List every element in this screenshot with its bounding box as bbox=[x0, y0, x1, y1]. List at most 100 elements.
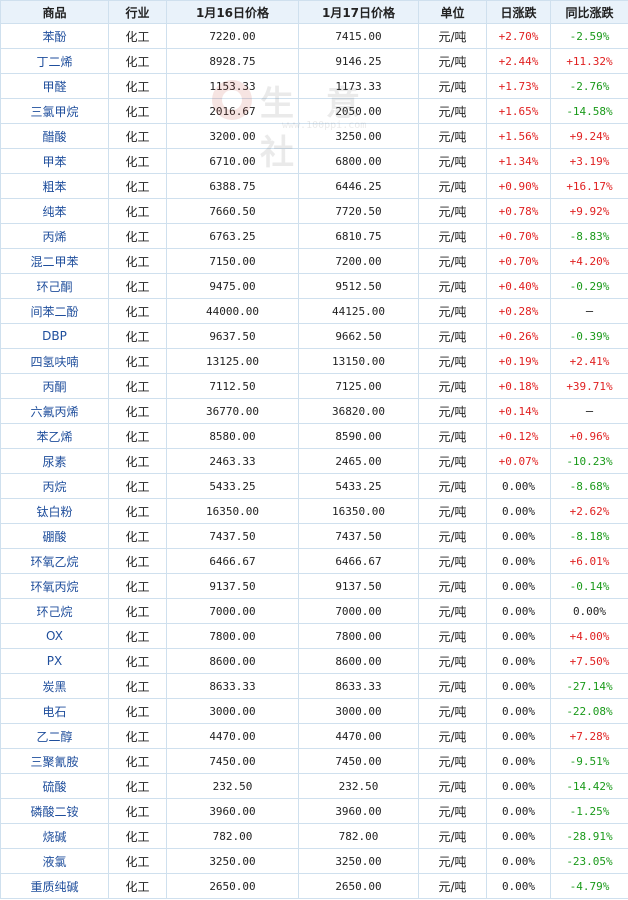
product-name-link[interactable]: DBP bbox=[0, 323, 109, 349]
unit-cell: 元/吨 bbox=[418, 198, 487, 224]
product-name-link[interactable]: 乙二醇 bbox=[0, 723, 109, 749]
daily-change-cell: 0.00% bbox=[486, 573, 551, 599]
daily-change-cell: +0.19% bbox=[486, 348, 551, 374]
table-row: 环己烷 化工 7000.00 7000.00 元/吨 0.00% 0.00% bbox=[0, 598, 628, 624]
price-jan16-cell: 782.00 bbox=[166, 823, 299, 849]
product-name-link[interactable]: 醋酸 bbox=[0, 123, 109, 149]
industry-cell: 化工 bbox=[108, 98, 167, 124]
product-name-link[interactable]: 液氯 bbox=[0, 848, 109, 874]
unit-cell: 元/吨 bbox=[418, 223, 487, 249]
price-jan16-cell: 8600.00 bbox=[166, 648, 299, 674]
price-jan17-cell: 6446.25 bbox=[298, 173, 419, 199]
price-jan17-cell: 4470.00 bbox=[298, 723, 419, 749]
product-name-link[interactable]: 重质纯碱 bbox=[0, 873, 109, 899]
product-name-link[interactable]: 丙酮 bbox=[0, 373, 109, 399]
header-yoy-change: 同比涨跌 bbox=[550, 0, 628, 24]
yoy-change-cell: +3.19% bbox=[550, 148, 628, 174]
product-name-link[interactable]: 苯乙烯 bbox=[0, 423, 109, 449]
product-name-link[interactable]: 炭黑 bbox=[0, 673, 109, 699]
yoy-change-cell: +7.50% bbox=[550, 648, 628, 674]
product-name-link[interactable]: 环己烷 bbox=[0, 598, 109, 624]
yoy-change-cell: +11.32% bbox=[550, 48, 628, 74]
product-name-link[interactable]: 三氯甲烷 bbox=[0, 98, 109, 124]
product-name-link[interactable]: 硼酸 bbox=[0, 523, 109, 549]
header-price-jan16: 1月16日价格 bbox=[166, 0, 299, 24]
table-row: 纯苯 化工 7660.50 7720.50 元/吨 +0.78% +9.92% bbox=[0, 198, 628, 224]
daily-change-cell: +1.65% bbox=[486, 98, 551, 124]
industry-cell: 化工 bbox=[108, 873, 167, 899]
yoy-change-cell: -2.76% bbox=[550, 73, 628, 99]
price-jan17-cell: 44125.00 bbox=[298, 298, 419, 324]
product-name-link[interactable]: 硫酸 bbox=[0, 773, 109, 799]
product-name-link[interactable]: 粗苯 bbox=[0, 173, 109, 199]
yoy-change-cell: -2.59% bbox=[550, 23, 628, 49]
industry-cell: 化工 bbox=[108, 448, 167, 474]
price-jan17-cell: 9146.25 bbox=[298, 48, 419, 74]
table-row: 磷酸二铵 化工 3960.00 3960.00 元/吨 0.00% -1.25% bbox=[0, 798, 628, 824]
price-jan17-cell: 2650.00 bbox=[298, 873, 419, 899]
table-row: 甲苯 化工 6710.00 6800.00 元/吨 +1.34% +3.19% bbox=[0, 148, 628, 174]
price-jan17-cell: 8633.33 bbox=[298, 673, 419, 699]
industry-cell: 化工 bbox=[108, 798, 167, 824]
product-name-link[interactable]: 混二甲苯 bbox=[0, 248, 109, 274]
header-daily-change: 日涨跌 bbox=[486, 0, 551, 24]
unit-cell: 元/吨 bbox=[418, 373, 487, 399]
product-name-link[interactable]: 烧碱 bbox=[0, 823, 109, 849]
product-name-link[interactable]: 苯酚 bbox=[0, 23, 109, 49]
price-jan17-cell: 1173.33 bbox=[298, 73, 419, 99]
product-name-link[interactable]: 丙烷 bbox=[0, 473, 109, 499]
table-header-row: 商品 行业 1月16日价格 1月17日价格 单位 日涨跌 同比涨跌 bbox=[0, 0, 628, 24]
yoy-change-cell: -10.23% bbox=[550, 448, 628, 474]
product-name-link[interactable]: 丁二烯 bbox=[0, 48, 109, 74]
industry-cell: 化工 bbox=[108, 823, 167, 849]
product-name-link[interactable]: 环己酮 bbox=[0, 273, 109, 299]
product-name-link[interactable]: 间苯二酚 bbox=[0, 298, 109, 324]
product-name-link[interactable]: 甲醛 bbox=[0, 73, 109, 99]
product-name-link[interactable]: OX bbox=[0, 623, 109, 649]
industry-cell: 化工 bbox=[108, 748, 167, 774]
price-jan17-cell: 7450.00 bbox=[298, 748, 419, 774]
daily-change-cell: 0.00% bbox=[486, 548, 551, 574]
price-jan17-cell: 8600.00 bbox=[298, 648, 419, 674]
product-name-link[interactable]: 环氧丙烷 bbox=[0, 573, 109, 599]
product-name-link[interactable]: 丙烯 bbox=[0, 223, 109, 249]
product-name-link[interactable]: 磷酸二铵 bbox=[0, 798, 109, 824]
unit-cell: 元/吨 bbox=[418, 823, 487, 849]
price-jan17-cell: 782.00 bbox=[298, 823, 419, 849]
product-name-link[interactable]: PX bbox=[0, 648, 109, 674]
daily-change-cell: +1.56% bbox=[486, 123, 551, 149]
product-name-link[interactable]: 尿素 bbox=[0, 448, 109, 474]
yoy-change-cell: -0.29% bbox=[550, 273, 628, 299]
table-row: 间苯二酚 化工 44000.00 44125.00 元/吨 +0.28% — bbox=[0, 298, 628, 324]
unit-cell: 元/吨 bbox=[418, 848, 487, 874]
price-jan17-cell: 7415.00 bbox=[298, 23, 419, 49]
yoy-change-cell: -28.91% bbox=[550, 823, 628, 849]
product-name-link[interactable]: 四氢呋喃 bbox=[0, 348, 109, 374]
header-industry: 行业 bbox=[108, 0, 167, 24]
product-name-link[interactable]: 电石 bbox=[0, 698, 109, 724]
daily-change-cell: +0.26% bbox=[486, 323, 551, 349]
product-name-link[interactable]: 钛白粉 bbox=[0, 498, 109, 524]
price-jan16-cell: 4470.00 bbox=[166, 723, 299, 749]
yoy-change-cell: -14.58% bbox=[550, 98, 628, 124]
table-row: 丙烷 化工 5433.25 5433.25 元/吨 0.00% -8.68% bbox=[0, 473, 628, 499]
price-jan17-cell: 3960.00 bbox=[298, 798, 419, 824]
unit-cell: 元/吨 bbox=[418, 398, 487, 424]
product-name-link[interactable]: 六氟丙烯 bbox=[0, 398, 109, 424]
daily-change-cell: +0.14% bbox=[486, 398, 551, 424]
product-name-link[interactable]: 三聚氰胺 bbox=[0, 748, 109, 774]
table-row: 苯乙烯 化工 8580.00 8590.00 元/吨 +0.12% +0.96% bbox=[0, 423, 628, 449]
product-name-link[interactable]: 环氧乙烷 bbox=[0, 548, 109, 574]
table-row: 丙烯 化工 6763.25 6810.75 元/吨 +0.70% -8.83% bbox=[0, 223, 628, 249]
unit-cell: 元/吨 bbox=[418, 698, 487, 724]
yoy-change-cell: +9.24% bbox=[550, 123, 628, 149]
industry-cell: 化工 bbox=[108, 673, 167, 699]
yoy-change-cell: +4.00% bbox=[550, 623, 628, 649]
daily-change-cell: +2.70% bbox=[486, 23, 551, 49]
product-name-link[interactable]: 纯苯 bbox=[0, 198, 109, 224]
yoy-change-cell: -14.42% bbox=[550, 773, 628, 799]
product-name-link[interactable]: 甲苯 bbox=[0, 148, 109, 174]
daily-change-cell: 0.00% bbox=[486, 748, 551, 774]
daily-change-cell: +1.73% bbox=[486, 73, 551, 99]
table-row: 烧碱 化工 782.00 782.00 元/吨 0.00% -28.91% bbox=[0, 823, 628, 849]
